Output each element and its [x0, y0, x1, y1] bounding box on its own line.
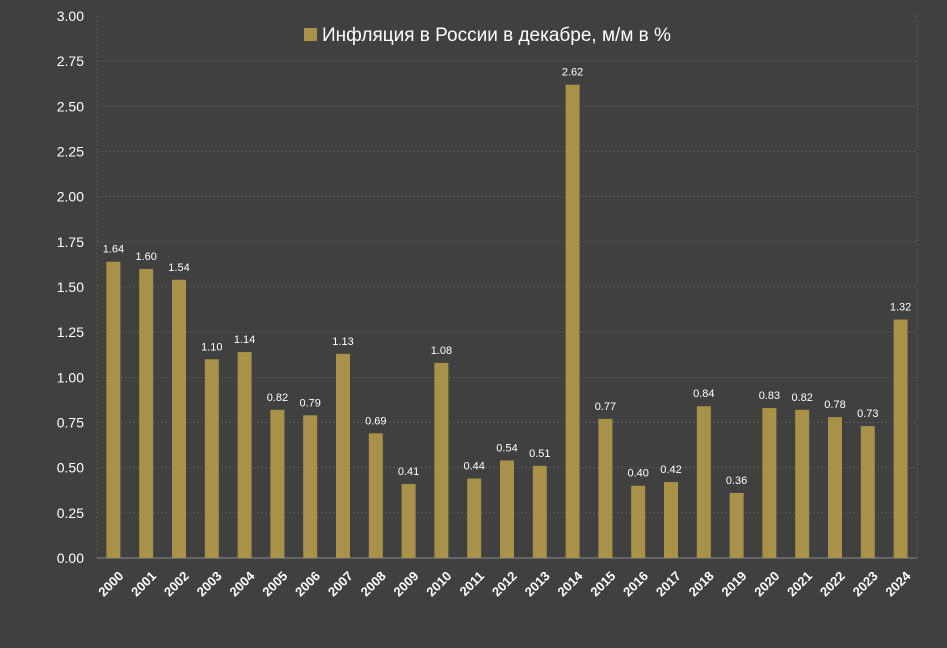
x-tick-label-2020: 2020	[751, 568, 782, 599]
data-label-2016: 0.40	[627, 468, 648, 480]
data-label-2005: 0.82	[267, 392, 288, 404]
y-tick-label: 0.50	[57, 460, 84, 476]
x-tick-label-2008: 2008	[358, 568, 389, 599]
bar-2000[interactable]	[106, 261, 121, 558]
bar-2010[interactable]	[434, 362, 449, 558]
x-tick-label-2024: 2024	[882, 568, 914, 600]
y-tick-label: 1.75	[57, 234, 84, 250]
bar-2016[interactable]	[631, 485, 646, 558]
x-tick-label-2009: 2009	[390, 568, 421, 599]
data-label-2020: 0.83	[759, 390, 780, 402]
x-tick-label-2001: 2001	[128, 568, 159, 599]
x-tick-label-2006: 2006	[292, 568, 323, 599]
data-label-2001: 1.60	[135, 251, 156, 263]
x-tick-label-2014: 2014	[554, 568, 586, 600]
bar-2021[interactable]	[795, 409, 810, 558]
data-label-2010: 1.08	[431, 345, 452, 357]
data-label-2021: 0.82	[791, 392, 812, 404]
x-tick-label-2004: 2004	[226, 568, 258, 600]
data-label-2023: 0.73	[857, 408, 878, 420]
x-tick-label-2007: 2007	[325, 568, 356, 599]
data-label-2007: 1.13	[332, 336, 353, 348]
data-label-2000: 1.64	[103, 244, 124, 256]
data-label-2015: 0.77	[595, 401, 616, 413]
y-tick-label: 2.25	[57, 144, 84, 160]
x-tick-label-2013: 2013	[522, 568, 553, 599]
y-tick-label: 1.50	[57, 279, 84, 295]
data-label-2024: 1.32	[890, 302, 911, 314]
bar-2022[interactable]	[828, 417, 842, 558]
x-tick-label-2012: 2012	[489, 568, 520, 599]
x-tick-label-2010: 2010	[423, 568, 454, 599]
bar-2013[interactable]	[532, 465, 547, 558]
x-tick-label-2002: 2002	[161, 568, 192, 599]
data-label-2017: 0.42	[660, 464, 681, 476]
bar-2008[interactable]	[368, 433, 383, 558]
y-axis-tick-labels: 0.00 0.25 0.50 0.75 1.00 1.25 1.50 1.75 2.00 2.25…	[57, 8, 84, 566]
bar-2018[interactable]	[696, 406, 711, 558]
data-label-2004: 1.14	[234, 334, 255, 346]
y-tick-label: 2.00	[57, 189, 84, 205]
data-label-2019: 0.36	[726, 475, 747, 487]
y-tick-label: 1.00	[57, 369, 84, 385]
x-tick-label-2003: 2003	[194, 568, 225, 599]
data-label-2013: 0.51	[529, 448, 550, 460]
y-tick-label: 1.25	[57, 324, 84, 340]
x-tick-label-2023: 2023	[850, 568, 881, 599]
data-label-2012: 0.54	[496, 442, 517, 454]
data-label-2014: 2.62	[562, 67, 583, 79]
bar-2007[interactable]	[336, 353, 350, 558]
data-label-2002: 1.54	[168, 262, 189, 274]
y-tick-label: 3.00	[57, 8, 84, 24]
data-label-2009: 0.41	[398, 466, 419, 478]
x-tick-label-2005: 2005	[259, 568, 290, 599]
bar-2015[interactable]	[598, 418, 613, 558]
legend-swatch	[304, 28, 317, 41]
x-tick-label-2016: 2016	[620, 568, 651, 599]
bar-2012[interactable]	[500, 460, 514, 558]
legend[interactable]: Инфляция в России в декабре, м/м в %	[304, 25, 671, 46]
x-tick-label-2021: 2021	[784, 568, 815, 599]
x-tick-label-2019: 2019	[718, 568, 749, 599]
data-label-2011: 0.44	[463, 461, 484, 473]
data-label-2018: 0.84	[693, 388, 714, 400]
bar-2024[interactable]	[893, 319, 908, 558]
bar-2020[interactable]	[762, 408, 777, 558]
bar-2009[interactable]	[401, 483, 416, 558]
x-tick-label-2017: 2017	[653, 568, 684, 599]
x-tick-label-2015: 2015	[587, 568, 618, 599]
y-tick-label: 0.25	[57, 505, 84, 521]
data-labels: 1.64 1.60 1.54 1.10 1.14 0.82 0.79 1.13 0.69 0.41…	[103, 67, 912, 487]
bar-2004[interactable]	[237, 352, 252, 558]
bar-2011[interactable]	[467, 478, 482, 558]
bar-2005[interactable]	[270, 409, 285, 558]
x-tick-label-2011: 2011	[457, 568, 488, 599]
data-label-2022: 0.78	[824, 399, 845, 411]
x-tick-label-2000: 2000	[95, 568, 126, 599]
bar-2002[interactable]	[172, 279, 186, 558]
bar-2019[interactable]	[729, 492, 744, 558]
y-tick-label: 0.75	[57, 415, 84, 431]
x-tick-label-2022: 2022	[817, 568, 848, 599]
y-tick-label: 0.00	[57, 550, 84, 566]
data-label-2003: 1.10	[201, 341, 222, 353]
x-tick-label-2018: 2018	[686, 568, 717, 599]
bar-2003[interactable]	[204, 359, 219, 558]
bar-2014[interactable]	[565, 84, 580, 559]
y-tick-label: 2.50	[57, 98, 84, 114]
y-tick-label: 2.75	[57, 53, 84, 69]
legend-label: Инфляция в России в декабре, м/м в %	[322, 25, 671, 46]
data-label-2008: 0.69	[365, 415, 386, 427]
bar-2001[interactable]	[139, 268, 154, 558]
bars	[106, 84, 908, 559]
bar-2006[interactable]	[303, 415, 318, 558]
data-label-2006: 0.79	[299, 397, 320, 409]
bar-2017[interactable]	[664, 482, 678, 558]
bar-2023[interactable]	[860, 426, 875, 558]
x-axis-tick-labels: 2000 2001 2002 2003 2004 2005 2006 2007 2008 2009…	[95, 568, 914, 600]
